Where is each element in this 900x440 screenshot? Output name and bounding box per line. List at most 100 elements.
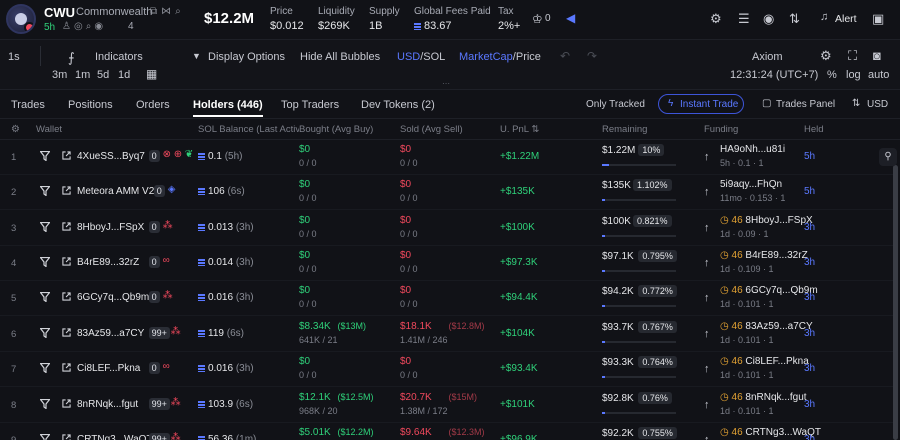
indicators-button[interactable]: Indicators — [95, 51, 143, 63]
range-3m[interactable]: 3m — [52, 69, 68, 81]
panel-icon[interactable]: ▢ — [762, 98, 772, 109]
funding-source[interactable]: ◷ 46 CRTNg3...WaQT — [720, 427, 821, 438]
range-1m[interactable]: 1m — [75, 69, 91, 81]
filter-icon[interactable] — [40, 222, 50, 232]
filter-icon[interactable] — [40, 257, 50, 267]
range-5d[interactable]: 5d — [97, 69, 110, 81]
sliders-icon[interactable]: ☰ — [738, 11, 750, 26]
table-row[interactable]: 4 B4rE89...32rZ 0 ∞ 0.014 (3h) $0 0 / 0 $0 0 / 0… — [0, 246, 893, 281]
funding-source[interactable]: ◷ 46 B4rE89...32rZ — [720, 250, 808, 261]
trades-panel-toggle[interactable]: Trades Panel — [776, 99, 836, 110]
col-sold[interactable]: Sold (Avg Sell) — [400, 124, 463, 135]
external-link-icon[interactable] — [62, 186, 71, 195]
external-link-icon[interactable] — [62, 434, 71, 440]
display-options-button[interactable]: Display Options — [208, 51, 286, 63]
funding-source[interactable]: ◷ 46 8nRNqk...fgut — [720, 392, 807, 403]
share-icon[interactable]: ⋈ — [161, 6, 176, 17]
filter-icon[interactable] — [40, 292, 50, 302]
filter-icon[interactable] — [40, 186, 50, 196]
exchange-select[interactable]: Axiom — [752, 51, 783, 63]
tab-holders[interactable]: Holders (446) — [193, 99, 263, 117]
camera-icon[interactable]: ◙ — [873, 48, 881, 63]
table-row[interactable]: 1 4XueSS...Byq7 0 ⊗ ⊕ ❦ 0.1 (5h) $0 0 / 0 $0 0 /… — [0, 140, 893, 175]
token-action-icons[interactable]: ⧉⋈⌕ — [150, 6, 185, 17]
table-row[interactable]: 3 8HboyJ...FSpX 0 ⁂ 0.013 (3h) $0 0 / 0 $0 0 / 0… — [0, 211, 893, 246]
settings-icon[interactable]: ⚙ — [710, 11, 722, 26]
external-link-icon[interactable] — [62, 222, 71, 231]
chart-settings-icon[interactable]: ⚙ — [820, 48, 832, 63]
filter-icon[interactable] — [40, 363, 50, 373]
hide-bubbles-button[interactable]: Hide All Bubbles — [300, 51, 381, 63]
only-tracked-toggle[interactable]: Only Tracked — [586, 99, 645, 110]
wallet-address[interactable]: 4XueSS...Byq7 — [77, 151, 145, 162]
col-held[interactable]: Held — [804, 124, 824, 135]
indicators-icon[interactable]: ⨍ — [68, 50, 75, 65]
sidebar-toggle-icon[interactable]: ▣ — [872, 11, 885, 26]
wallet-address[interactable]: 83Az59...a7CY — [77, 328, 145, 339]
external-link-icon[interactable] — [62, 151, 71, 160]
search-icon[interactable]: ⌕ — [175, 6, 185, 17]
funding-source[interactable]: ◷ 46 83Az59...a7CY — [720, 321, 813, 332]
mcap-price-toggle[interactable]: MarketCap/Price — [459, 51, 541, 63]
wallet-address[interactable]: Ci8LEF...Pkna — [77, 363, 141, 374]
wallet-address[interactable]: Meteora AMM V2 — [77, 186, 155, 197]
instant-trade-button[interactable]: ϟ Instant Trade — [658, 94, 744, 114]
swap-icon[interactable]: ⇅ — [852, 98, 861, 109]
scrollbar[interactable] — [893, 165, 898, 440]
tab-dev-tokens[interactable]: Dev Tokens (2) — [361, 99, 435, 111]
table-row[interactable]: 6 83Az59...a7CY 99+ ⁂ 119 (6s) $8.34K ($13M) 6… — [0, 317, 893, 352]
drag-handle-icon[interactable]: ⋯ — [442, 79, 450, 88]
tab-top-traders[interactable]: Top Traders — [281, 99, 340, 111]
wallet-address[interactable]: B4rE89...32rZ — [77, 257, 140, 268]
table-row[interactable]: 8 8nRNqk...fgut 99+ ⁂ 103.9 (6s) $12.1K ($12.… — [0, 388, 893, 423]
auto-toggle[interactable]: auto — [868, 69, 890, 81]
col-sol-balance[interactable]: SOL Balance (Last Active) — [198, 124, 309, 135]
table-settings-icon[interactable]: ⚙ — [11, 124, 20, 135]
token-name[interactable]: Commonwealth — [76, 6, 153, 18]
interval-button[interactable]: 1s — [8, 51, 20, 63]
alert-button[interactable]: Alert — [835, 13, 857, 25]
wallet-address[interactable]: 8HboyJ...FSpX — [77, 222, 145, 233]
megaphone-icon[interactable]: ◀ — [566, 11, 576, 25]
external-link-icon[interactable] — [62, 328, 71, 337]
wallet-address[interactable]: 8nRNqk...fgut — [77, 399, 139, 410]
undo-icon[interactable]: ↶ — [560, 49, 571, 63]
bell-icon[interactable]: ♫ — [820, 11, 829, 23]
coin-icon[interactable]: ◉ — [763, 11, 775, 26]
chevron-down-icon[interactable]: ▼ — [192, 51, 201, 61]
col-remaining[interactable]: Remaining — [602, 124, 648, 135]
funding-source[interactable]: ◷ 46 8HboyJ...FSpX — [720, 215, 813, 226]
col-bought[interactable]: Bought (Avg Buy) — [299, 124, 374, 135]
funding-source[interactable]: ◷ 46 6GCy7q...Qb9m — [720, 285, 818, 296]
external-link-icon[interactable] — [62, 399, 71, 408]
external-link-icon[interactable] — [62, 257, 71, 266]
table-row[interactable]: 2 Meteora AMM V2 0 ◈ 106 (6s) $0 0 / 0 $0 0 / 0 +… — [0, 175, 893, 210]
log-toggle[interactable]: log — [846, 69, 861, 81]
crown-icon[interactable]: ♔ — [532, 12, 543, 26]
range-1d[interactable]: 1d — [118, 69, 131, 81]
tab-positions[interactable]: Positions — [68, 99, 113, 111]
currency-toggle[interactable]: USD/SOL — [397, 51, 446, 63]
funding-source[interactable]: HA9oNh...u81i — [720, 144, 786, 155]
wallet-address[interactable]: CRTNg3...WaQT — [77, 434, 153, 440]
copy-icon[interactable]: ⧉ — [150, 6, 162, 17]
external-link-icon[interactable] — [62, 292, 71, 301]
fullscreen-icon[interactable]: ⛶ — [848, 48, 858, 63]
filter-icon[interactable] — [40, 399, 50, 409]
filter-icon[interactable] — [40, 151, 50, 161]
table-row[interactable]: 5 6GCy7q...Qb9m 0 ⁂ 0.016 (3h) $0 0 / 0 $0 0 / 0… — [0, 281, 893, 316]
filter-icon[interactable] — [40, 328, 50, 338]
external-link-icon[interactable] — [62, 363, 71, 372]
wallet-address[interactable]: 6GCy7q...Qb9m — [77, 292, 150, 303]
table-row[interactable]: 7 Ci8LEF...Pkna 0 ∞ 0.016 (3h) $0 0 / 0 $0 0 / 0… — [0, 352, 893, 387]
tab-orders[interactable]: Orders — [136, 99, 170, 111]
swap-arrows-icon[interactable]: ⇅ — [789, 11, 800, 26]
funding-source[interactable]: ◷ 46 Ci8LEF...Pkna — [720, 356, 809, 367]
percent-toggle[interactable]: % — [827, 69, 837, 81]
redo-icon[interactable]: ↷ — [587, 49, 598, 63]
calendar-icon[interactable]: ▦ — [146, 67, 158, 81]
funding-source[interactable]: 5i9aqy...FhQn — [720, 179, 783, 190]
col-upnl[interactable]: U. PnL ⇅ — [500, 124, 540, 135]
currency-select[interactable]: USD — [867, 99, 889, 110]
